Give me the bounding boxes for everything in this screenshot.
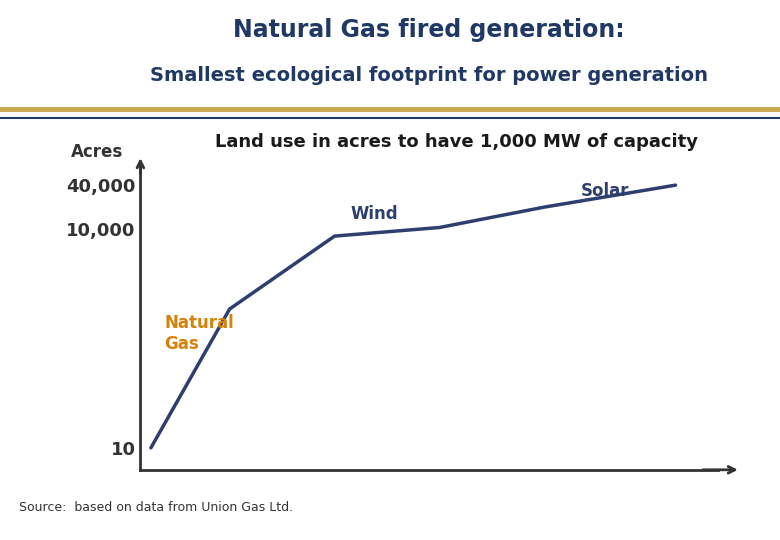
Text: Source:  based on data from Union Gas Ltd.: Source: based on data from Union Gas Ltd… <box>19 501 292 514</box>
Text: Natural
Gas: Natural Gas <box>164 314 234 353</box>
Text: Natural Gas fired generation:: Natural Gas fired generation: <box>233 18 625 42</box>
Text: Land use in acres to have 1,000 MW of capacity: Land use in acres to have 1,000 MW of ca… <box>215 133 698 151</box>
Text: 69: 69 <box>743 527 757 537</box>
Text: Wind: Wind <box>350 205 398 223</box>
Text: Solar: Solar <box>581 182 629 200</box>
Text: Smallest ecological footprint for power generation: Smallest ecological footprint for power … <box>150 66 708 85</box>
Text: Acres: Acres <box>71 143 123 161</box>
